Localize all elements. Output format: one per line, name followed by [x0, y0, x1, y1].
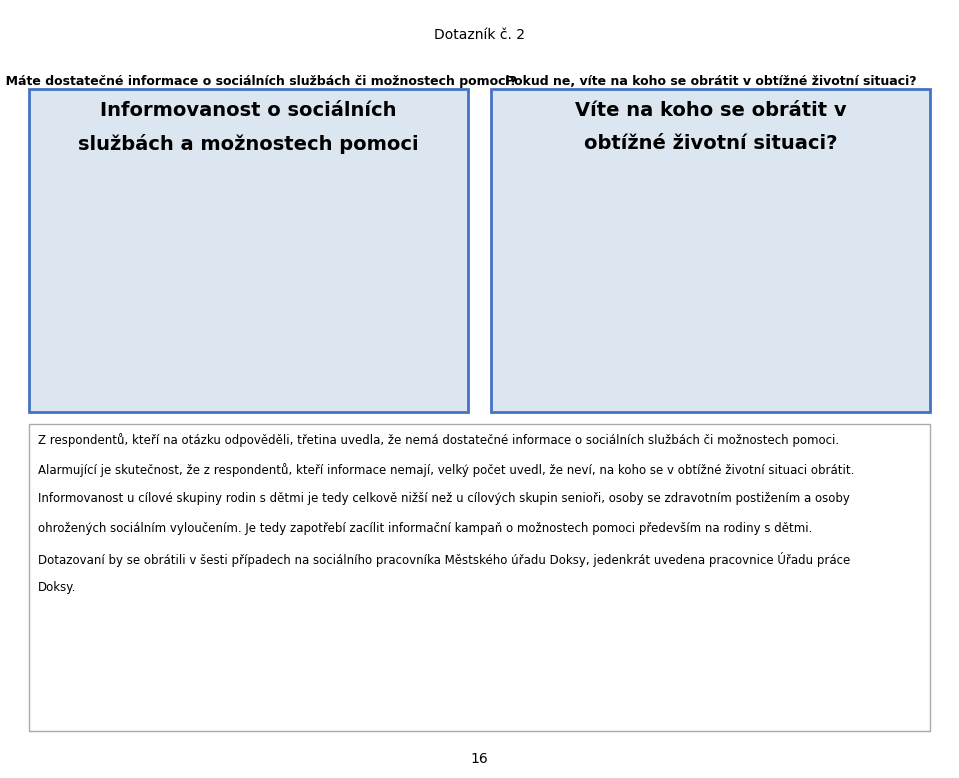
Bar — [99, 194, 166, 381]
Text: ohrožených sociálním vyloučením. Je tedy zapotřebí zacílit informační kampaň o m: ohrožených sociálním vyloučením. Je tedy… — [38, 522, 812, 535]
Text: službách a možnostech pomoci: službách a možnostech pomoci — [78, 134, 418, 154]
Bar — [561, 341, 674, 381]
Text: Z respondentů, kteří na otázku odpověděli, třetina uvedla, že nemá dostatečné in: Z respondentů, kteří na otázku odpověděl… — [38, 433, 839, 447]
Text: Dotazník č. 2: Dotazník č. 2 — [434, 28, 525, 42]
Text: Informovanost o sociálních: Informovanost o sociálních — [100, 101, 396, 120]
Text: 14. Máte dostatečné informace o sociálních službách či možnostech pomoci?: 14. Máte dostatečné informace o sociální… — [0, 75, 517, 88]
Bar — [234, 287, 301, 381]
Text: 44: 44 — [834, 188, 851, 202]
Text: Alarmující je skutečnost, že z respondentů, kteří informace nemají, velký počet : Alarmující je skutečnost, že z responden… — [38, 463, 854, 477]
Text: Doksy.: Doksy. — [38, 581, 77, 594]
Text: 111: 111 — [121, 179, 144, 191]
Text: obtížné životní situaci?: obtížné životní situaci? — [584, 134, 837, 152]
Bar — [786, 203, 899, 381]
Text: Informovanost u cílové skupiny rodin s dětmi je tedy celkově nižší než u cílovýc: Informovanost u cílové skupiny rodin s d… — [38, 492, 851, 506]
Text: Víte na koho se obrátit v: Víte na koho se obrátit v — [575, 101, 847, 120]
Text: 42: 42 — [394, 295, 410, 308]
Text: 56: 56 — [259, 272, 275, 284]
Text: 16: 16 — [471, 752, 488, 766]
Text: Dotazovaní by se obrátili v šesti případech na sociálního pracovníka Městského ú: Dotazovaní by se obrátili v šesti případ… — [38, 552, 851, 566]
Text: 10: 10 — [610, 326, 625, 338]
Bar — [368, 310, 436, 381]
Text: Pokud ne, víte na koho se obrátit v obtížné životní situaci?: Pokud ne, víte na koho se obrátit v obtí… — [505, 75, 917, 88]
